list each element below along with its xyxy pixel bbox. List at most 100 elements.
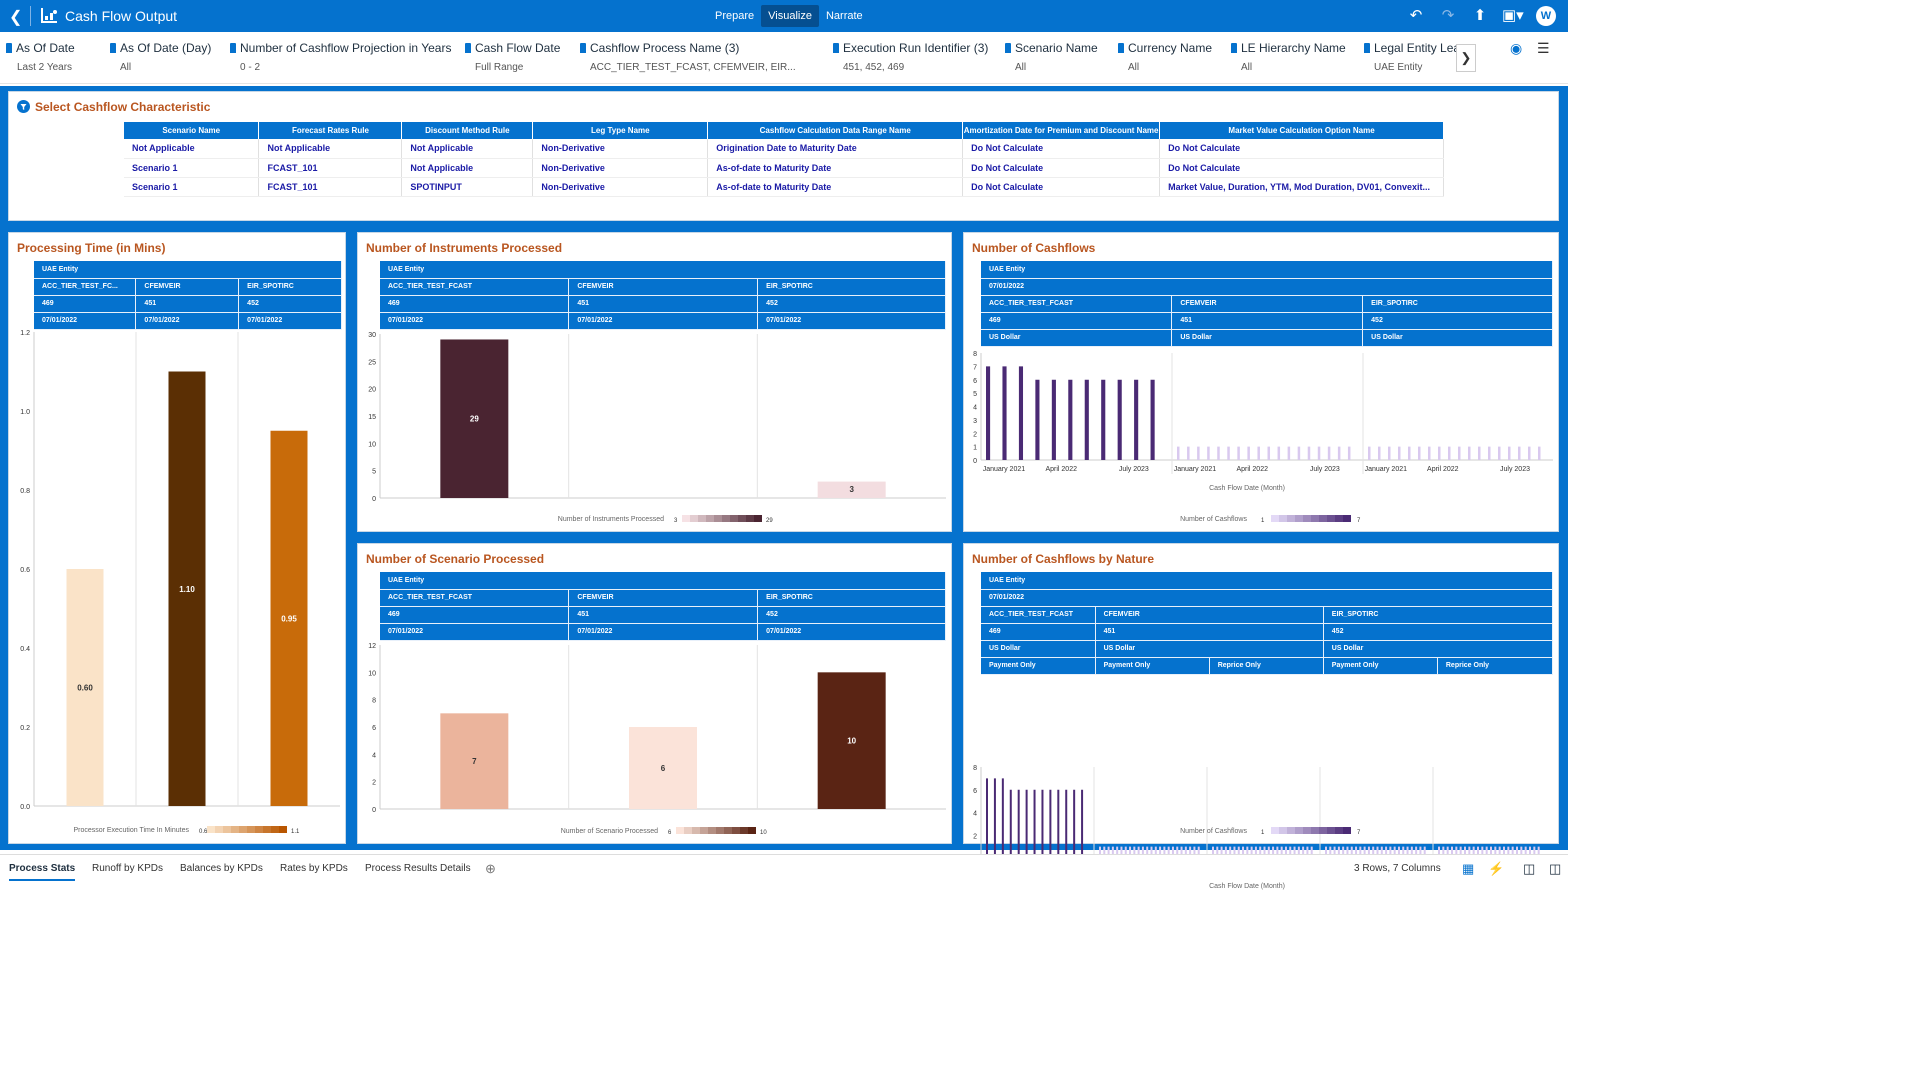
column-header[interactable]: Forecast Rates Rule — [258, 122, 403, 139]
header-cell[interactable]: EIR_SPOTIRC — [1323, 606, 1554, 624]
table-row[interactable]: Scenario 1 FCAST_101 SPOTINPUT Non-Derivati… — [124, 177, 1444, 197]
add-tab-icon[interactable]: ⊕ — [485, 861, 496, 876]
properties-panel-icon[interactable]: ◫ — [1549, 861, 1562, 876]
header-cell[interactable]: 451 — [1095, 623, 1324, 641]
tab-runoff-by-kpds[interactable]: Runoff by KPDs — [92, 863, 163, 874]
header-cell[interactable]: CFEMVEIR — [568, 278, 759, 296]
table-cell[interactable]: FCAST_101 — [258, 158, 403, 178]
grammar-icon[interactable]: ▦ — [1462, 861, 1475, 876]
column-header[interactable]: Discount Method Rule — [401, 122, 534, 139]
header-cell[interactable]: 07/01/2022 — [757, 623, 946, 641]
table-cell[interactable]: Do Not Calculate — [962, 177, 1161, 197]
header-cell[interactable]: CFEMVEIR — [135, 278, 240, 296]
header-cell[interactable]: 07/01/2022 — [380, 312, 570, 330]
header-cell[interactable]: EIR_SPOTIRC — [1362, 295, 1553, 313]
table-cell[interactable]: As-of-date to Maturity Date — [707, 158, 964, 178]
filter-execution-run[interactable]: Execution Run Identifier (3) 451, 452, 46… — [833, 41, 988, 73]
header-cell[interactable]: 451 — [1171, 312, 1364, 330]
header-cell[interactable]: 07/01/2022 — [981, 278, 1553, 296]
column-header[interactable]: Market Value Calculation Option Name — [1159, 122, 1444, 139]
table-cell[interactable]: Origination Date to Maturity Date — [707, 139, 964, 159]
header-cell[interactable]: Payment Only — [1095, 657, 1210, 675]
column-header[interactable]: Cashflow Calculation Data Range Name — [707, 122, 964, 139]
table-cell[interactable]: SPOTINPUT — [401, 177, 534, 197]
header-cell[interactable]: ACC_TIER_TEST_FCAST — [380, 589, 570, 607]
header-cell[interactable]: CFEMVEIR — [1095, 606, 1324, 624]
header-cell[interactable]: UAE Entity — [981, 261, 1553, 279]
table-cell[interactable]: Do Not Calculate — [1159, 158, 1444, 178]
column-header[interactable]: Leg Type Name — [532, 122, 709, 139]
header-cell[interactable]: US Dollar — [1323, 640, 1554, 658]
header-cell[interactable]: 07/01/2022 — [135, 312, 240, 330]
header-cell[interactable]: 452 — [1323, 623, 1554, 641]
panel-toggle-icon[interactable]: ◫ — [1523, 861, 1536, 876]
tab-rates-by-kpds[interactable]: Rates by KPDs — [280, 863, 348, 874]
header-cell[interactable]: 469 — [380, 606, 570, 624]
header-cell[interactable]: US Dollar — [1171, 329, 1364, 347]
header-cell[interactable]: 469 — [380, 295, 570, 313]
header-cell[interactable]: 452 — [1362, 312, 1553, 330]
table-cell[interactable]: Do Not Calculate — [1159, 139, 1444, 159]
table-cell[interactable]: Non-Derivative — [532, 139, 709, 159]
menu-icon[interactable]: ☰ — [1537, 40, 1550, 56]
header-cell[interactable]: 451 — [568, 295, 759, 313]
column-header[interactable]: Amortization Date for Premium and Discou… — [962, 122, 1161, 139]
table-cell[interactable]: Scenario 1 — [124, 177, 260, 197]
header-cell[interactable]: 07/01/2022 — [380, 623, 570, 641]
header-cell[interactable]: 07/01/2022 — [238, 312, 342, 330]
save-icon[interactable]: ▣▾ — [1502, 7, 1524, 24]
header-cell[interactable]: 469 — [981, 312, 1173, 330]
filter-legal-entity[interactable]: Legal Entity Lea UAE Entity — [1364, 41, 1456, 73]
filter-le-hierarchy[interactable]: LE Hierarchy Name All — [1231, 41, 1346, 73]
header-cell[interactable]: 07/01/2022 — [568, 623, 759, 641]
table-cell[interactable]: As-of-date to Maturity Date — [707, 177, 964, 197]
header-cell[interactable]: Payment Only — [1323, 657, 1438, 675]
back-icon[interactable]: ❮ — [9, 9, 23, 26]
header-cell[interactable]: Reprice Only — [1209, 657, 1324, 675]
table-cell[interactable]: Not Applicable — [401, 158, 534, 178]
table-cell[interactable]: Non-Derivative — [532, 177, 709, 197]
header-cell[interactable]: UAE Entity — [981, 572, 1553, 590]
header-cell[interactable]: CFEMVEIR — [1171, 295, 1364, 313]
table-cell[interactable]: Not Applicable — [401, 139, 534, 159]
header-cell[interactable]: EIR_SPOTIRC — [757, 589, 946, 607]
table-row[interactable]: Not Applicable Not Applicable Not Applicab… — [124, 139, 1444, 159]
header-cell[interactable]: ACC_TIER_TEST_FCAST — [981, 606, 1096, 624]
header-cell[interactable]: US Dollar — [1095, 640, 1324, 658]
header-cell[interactable]: 469 — [34, 295, 137, 313]
filter-scenario-name[interactable]: Scenario Name All — [1005, 41, 1098, 73]
filter-cash-flow-date[interactable]: Cash Flow Date Full Range — [465, 41, 560, 73]
table-cell[interactable]: Scenario 1 — [124, 158, 260, 178]
header-cell[interactable]: 452 — [757, 295, 946, 313]
header-cell[interactable]: 07/01/2022 — [981, 589, 1553, 607]
avatar[interactable]: W — [1536, 6, 1556, 26]
mode-prepare[interactable]: Prepare — [715, 10, 755, 22]
table-cell[interactable]: Do Not Calculate — [962, 139, 1161, 159]
filter-projection-years[interactable]: Number of Cashflow Projection in Years 0 … — [230, 41, 451, 73]
mode-visualize[interactable]: Visualize — [761, 5, 819, 27]
header-cell[interactable]: UAE Entity — [34, 261, 342, 279]
header-cell[interactable]: 07/01/2022 — [568, 312, 759, 330]
auto-insights-icon[interactable]: ⚡ — [1488, 861, 1505, 876]
header-cell[interactable]: 452 — [238, 295, 342, 313]
header-cell[interactable]: US Dollar — [981, 329, 1173, 347]
table-cell[interactable]: FCAST_101 — [258, 177, 403, 197]
header-cell[interactable]: 07/01/2022 — [34, 312, 137, 330]
table-cell[interactable]: Market Value, Duration, YTM, Mod Duratio… — [1159, 177, 1444, 197]
table-cell[interactable]: Not Applicable — [124, 139, 260, 159]
header-cell[interactable]: Reprice Only — [1437, 657, 1554, 675]
table-cell[interactable]: Non-Derivative — [532, 158, 709, 178]
header-cell[interactable]: Payment Only — [981, 657, 1096, 675]
filter-as-of-date-day[interactable]: As Of Date (Day) All — [110, 41, 211, 73]
header-cell[interactable]: EIR_SPOTIRC — [238, 278, 342, 296]
header-cell[interactable]: 452 — [757, 606, 946, 624]
header-cell[interactable]: EIR_SPOTIRC — [757, 278, 946, 296]
tab-process-results-details[interactable]: Process Results Details — [365, 863, 471, 874]
header-cell[interactable]: US Dollar — [1362, 329, 1553, 347]
filter-currency-name[interactable]: Currency Name All — [1118, 41, 1212, 73]
column-header[interactable]: Scenario Name — [124, 122, 260, 139]
redo-icon[interactable]: ↷ — [1441, 7, 1455, 24]
header-cell[interactable]: CFEMVEIR — [568, 589, 759, 607]
header-cell[interactable]: 469 — [981, 623, 1096, 641]
filter-scroll-right-icon[interactable]: ❯ — [1456, 44, 1476, 72]
